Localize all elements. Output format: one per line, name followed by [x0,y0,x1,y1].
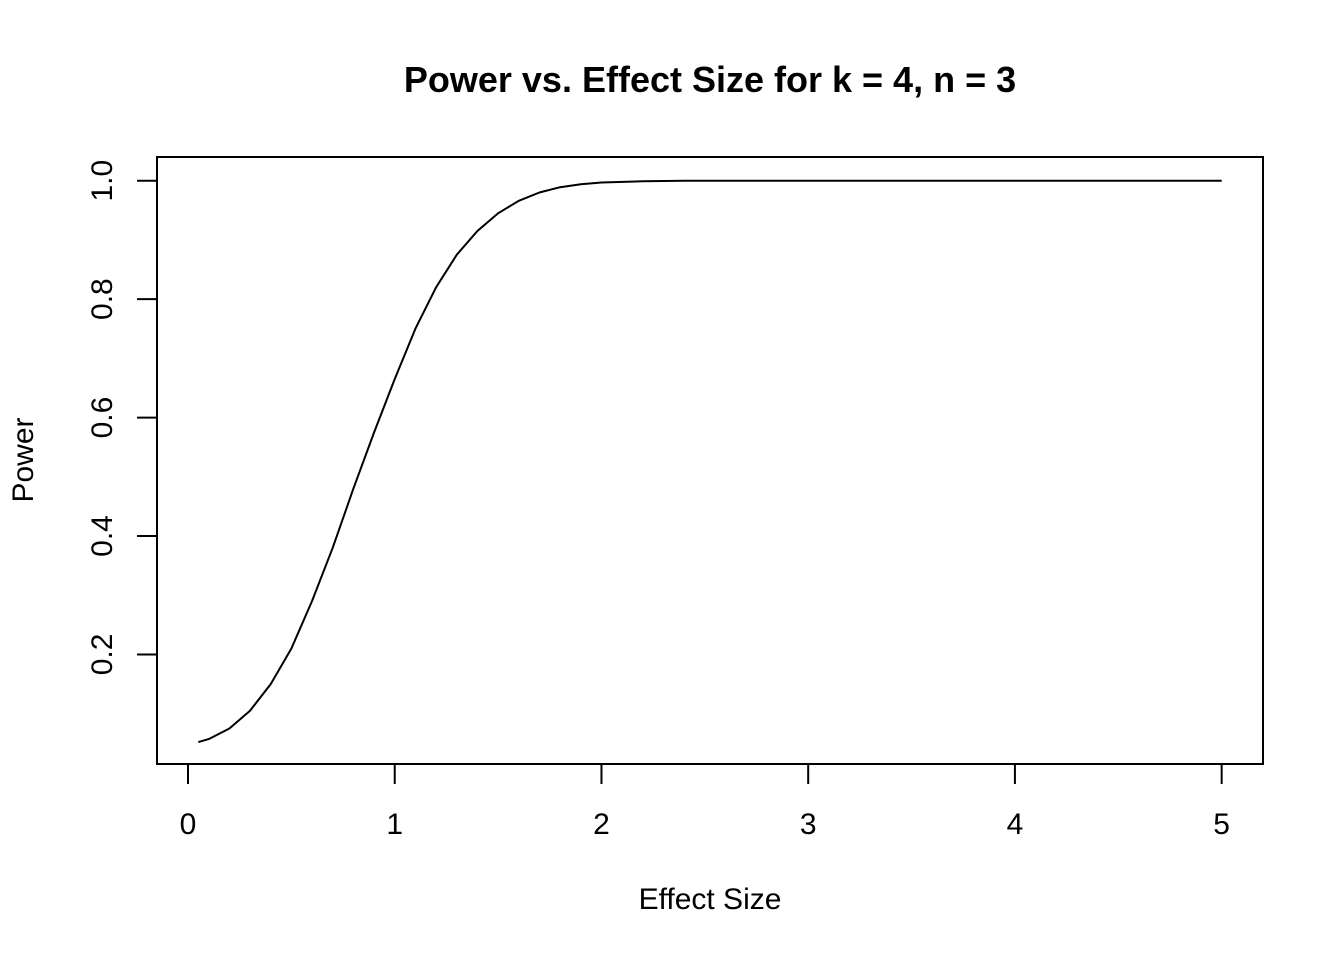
x-tick-label: 3 [800,808,817,841]
x-tick-label: 4 [1007,808,1024,841]
x-tick-label: 5 [1213,808,1230,841]
y-axis: 0.2 0.4 0.6 0.8 1.0 [86,160,158,676]
chart-title: Power vs. Effect Size for k = 4, n = 3 [403,59,1017,100]
y-tick-label: 0.6 [86,397,119,439]
y-tick-label: 0.4 [86,515,119,557]
y-tick-label: 1.0 [86,160,119,202]
y-tick-label: 0.8 [86,278,119,320]
x-axis: 0 1 2 3 4 5 [180,763,1230,841]
y-tick-label: 0.2 [86,634,119,676]
plot-frame [156,156,1264,765]
x-axis-label: Effect Size [638,883,782,916]
series-layer [198,179,1222,744]
x-tick-label: 1 [386,808,403,841]
series-line [198,179,1222,744]
x-tick-label: 0 [180,808,197,841]
x-tick-label: 2 [593,808,610,841]
